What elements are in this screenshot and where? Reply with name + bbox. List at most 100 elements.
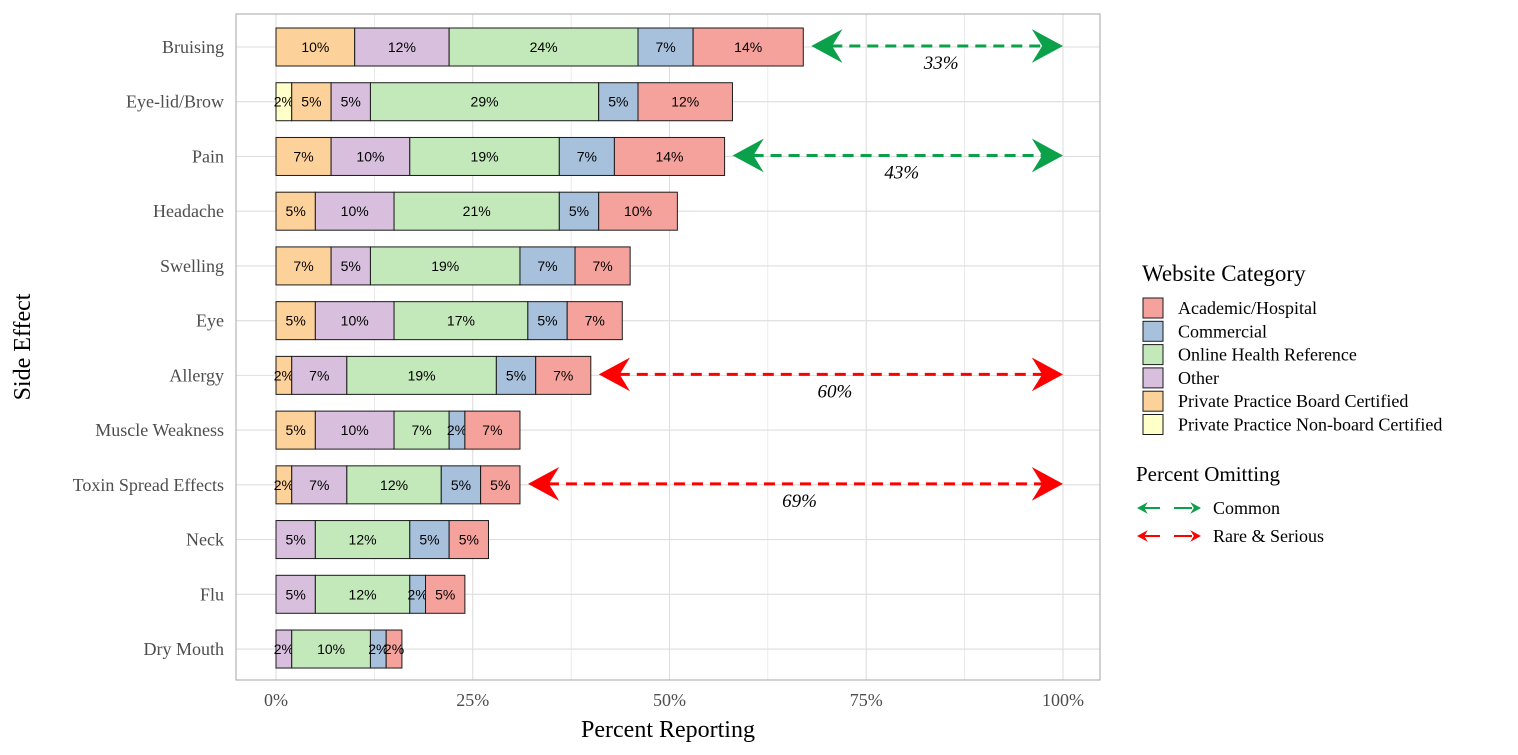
x-tick-label: 50% xyxy=(653,690,686,710)
bar-segment xyxy=(330,136,411,176)
x-tick-labels: 0% 25% 50% 75% 100% xyxy=(264,690,1084,710)
bar-data-label: 2% xyxy=(384,641,404,657)
bar-data-label: 5% xyxy=(341,94,361,110)
arrow-right-head xyxy=(1031,29,1063,63)
legend-key xyxy=(1142,390,1164,412)
bar-data-label: 17% xyxy=(447,313,475,329)
bar-segment xyxy=(535,355,592,395)
bar-segment xyxy=(291,355,348,395)
omitting-percent-label: 43% xyxy=(884,162,919,183)
y-tick-label: Dry Mouth xyxy=(144,639,225,659)
bar-data-label: 7% xyxy=(592,258,612,274)
bar-data-label: 2% xyxy=(274,94,294,110)
bar-segment xyxy=(393,191,560,231)
x-axis-title: Percent Reporting xyxy=(581,717,755,743)
bar-data-label: 7% xyxy=(537,258,557,274)
bar-segment xyxy=(448,27,639,67)
y-tick-labels: Bruising Eye-lid/Brow Pain Headache Swelling… xyxy=(73,37,224,659)
bar-data-label: 5% xyxy=(286,586,306,602)
legend-label: Other xyxy=(1178,368,1219,388)
bar-data-label: 7% xyxy=(553,367,573,383)
bar-segment xyxy=(464,410,521,450)
y-axis-title: Side Effect xyxy=(10,293,36,400)
bar-segment xyxy=(519,246,576,286)
bar-data-label: 5% xyxy=(286,422,306,438)
bar-data-label: 7% xyxy=(655,39,675,55)
arrow-left-head xyxy=(1137,530,1148,542)
bar-segment xyxy=(275,574,316,614)
omitting-percent-label: 60% xyxy=(817,381,852,402)
y-tick-label: Bruising xyxy=(162,37,224,57)
legend-key xyxy=(1142,344,1164,366)
bar-data-label: 21% xyxy=(463,203,491,219)
arrow-left-head xyxy=(811,29,843,63)
bar-data-label: 14% xyxy=(655,148,683,164)
bar-data-label: 10% xyxy=(317,641,345,657)
bar-data-label: 5% xyxy=(286,532,306,548)
bar-data-label: 29% xyxy=(471,94,499,110)
bar-data-label: 19% xyxy=(431,258,459,274)
y-tick-label: Toxin Spread Effects xyxy=(73,475,224,495)
y-tick-label: Eye xyxy=(196,311,224,331)
bar-data-label: 19% xyxy=(471,148,499,164)
bar-data-label: 5% xyxy=(435,586,455,602)
bar-segment xyxy=(598,191,678,231)
y-tick-label: Muscle Weakness xyxy=(95,420,224,440)
y-tick-label: Pain xyxy=(192,146,224,166)
y-tick-label: Swelling xyxy=(160,256,224,276)
bar-data-label: 19% xyxy=(408,367,436,383)
bar-data-label: 7% xyxy=(482,422,502,438)
bar-data-label: 7% xyxy=(411,422,431,438)
legend-website-category: Website Category Academic/Hospital Commer… xyxy=(1142,261,1442,435)
bar-segment xyxy=(558,191,600,231)
x-tick-label: 25% xyxy=(456,690,489,710)
bar-segment xyxy=(291,465,348,505)
bar-segment xyxy=(385,629,403,669)
bar-data-label: 2% xyxy=(447,422,467,438)
bar-segment xyxy=(598,82,639,122)
y-tick-label: Headache xyxy=(153,201,224,221)
bar-data-label: 5% xyxy=(608,94,628,110)
legend-label: Online Health Reference xyxy=(1178,345,1357,365)
bar-data-label: 5% xyxy=(301,94,321,110)
legend-key xyxy=(1142,297,1164,319)
bar-segment xyxy=(480,465,521,505)
bar-data-label: 12% xyxy=(671,94,699,110)
arrow-right-head xyxy=(1031,466,1063,501)
bar-data-label: 12% xyxy=(388,39,416,55)
bar-data-label: 2% xyxy=(274,367,294,383)
panel-border xyxy=(235,13,1101,681)
bar-data-label: 14% xyxy=(734,39,762,55)
y-tick-label: Eye-lid/Brow xyxy=(126,92,224,112)
bar-segment xyxy=(527,301,568,341)
bar-segment xyxy=(275,191,316,231)
arrow-right-head xyxy=(1031,357,1063,392)
bar-data-label: 2% xyxy=(368,641,388,657)
bar-segment xyxy=(314,574,411,614)
arrow-right-head xyxy=(1190,502,1201,514)
bar-segment xyxy=(369,246,521,286)
omitting-percent-label: 69% xyxy=(782,491,817,512)
bar-data-label: 12% xyxy=(349,532,377,548)
legend-key xyxy=(1142,320,1164,342)
bar-segment xyxy=(275,246,332,286)
bar-segment xyxy=(275,520,316,560)
bar-segment xyxy=(291,82,332,122)
bar-data-label: 10% xyxy=(301,39,329,55)
legend-title: Percent Omitting xyxy=(1136,462,1281,486)
arrow-right-head xyxy=(1031,138,1063,173)
y-tick-label: Flu xyxy=(200,584,224,604)
legend-key xyxy=(1142,414,1164,435)
bar-segment xyxy=(346,355,497,395)
bar-segment xyxy=(425,574,466,614)
bar-data-label: 2% xyxy=(274,641,294,657)
bar-data-label: 2% xyxy=(274,477,294,493)
legend-label: Academic/Hospital xyxy=(1178,298,1317,318)
legend-label: Common xyxy=(1213,498,1280,518)
legend-label: Rare & Serious xyxy=(1213,526,1324,546)
bar-segment xyxy=(440,465,482,505)
bar-segment xyxy=(314,520,411,560)
bar-segment xyxy=(369,82,600,122)
x-tick-label: 0% xyxy=(264,690,288,710)
